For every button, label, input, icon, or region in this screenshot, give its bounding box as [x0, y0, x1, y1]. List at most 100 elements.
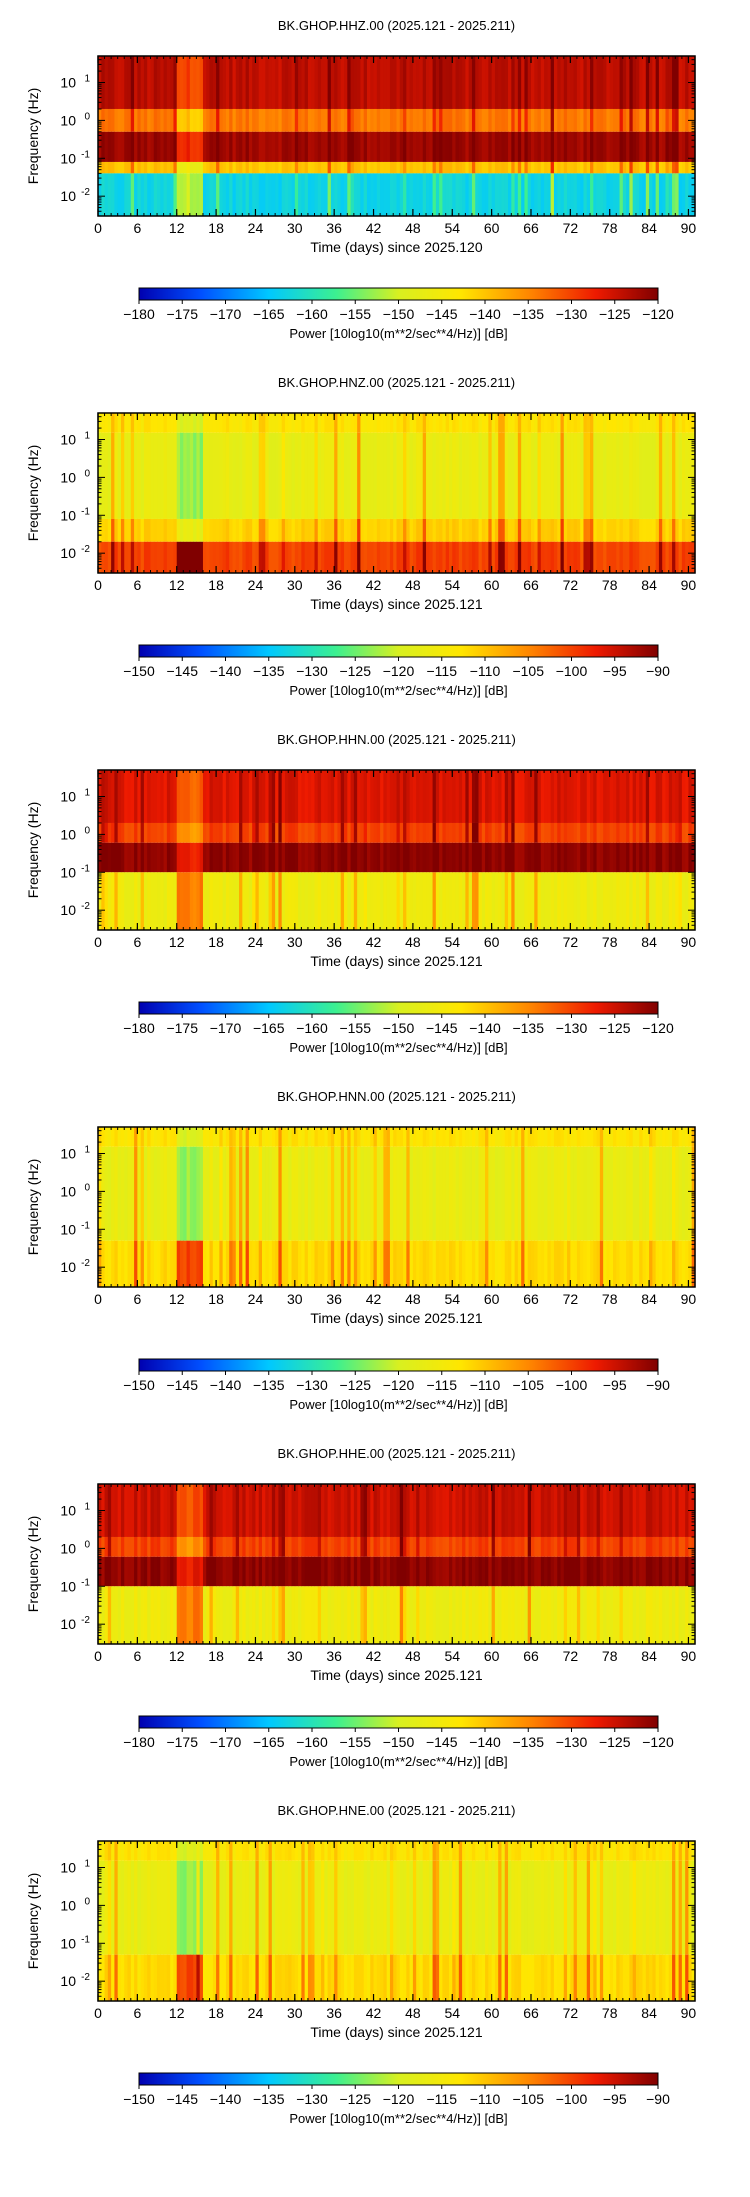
colorbar-tick-label: −135 [253, 663, 285, 679]
spectrogram-cell [626, 842, 630, 873]
spectrogram-cell [599, 161, 604, 174]
spectrogram-cell [573, 413, 578, 433]
spectrogram-cell [334, 1586, 339, 1644]
spectrogram-cell [685, 518, 690, 542]
spectrogram-cell [580, 1240, 585, 1287]
spectrogram-cell [396, 108, 401, 132]
spectrogram-cell [550, 842, 555, 873]
spectrogram-cell [524, 518, 529, 542]
x-tick-label: 18 [208, 1291, 224, 1307]
x-tick-label: 30 [287, 934, 303, 950]
spectrogram-cell [596, 173, 601, 216]
spectrogram-cell [494, 770, 499, 823]
spectrogram-cell [580, 432, 585, 519]
spectrogram-cell [216, 432, 220, 519]
spectrogram-cell [452, 822, 457, 843]
spectrogram-cell [275, 432, 280, 519]
spectrogram-cell [406, 1484, 411, 1537]
spectrogram-cell [202, 131, 207, 162]
spectrogram-cell [485, 842, 489, 873]
spectrogram-cell [530, 842, 535, 873]
spectrogram-cell [435, 842, 440, 873]
spectrogram-cell [452, 56, 457, 109]
spectrogram-cell [429, 1556, 434, 1587]
spectrogram-cell [206, 131, 211, 162]
y-tick-exponent: -1 [81, 863, 90, 874]
spectrogram-cell [229, 1146, 234, 1241]
spectrogram-cell [547, 842, 552, 873]
spectrogram-cell [681, 432, 686, 519]
spectrogram-cell [193, 131, 198, 162]
spectrogram-cell [616, 161, 621, 174]
spectrogram-cell [248, 770, 253, 823]
spectrogram-cell [314, 1240, 319, 1287]
spectrogram-cell [393, 1586, 398, 1644]
x-tick-label: 78 [602, 220, 618, 236]
spectrogram-cell [508, 1484, 512, 1537]
spectrogram-cell [599, 108, 604, 132]
spectrogram-cell [307, 1127, 312, 1147]
spectrogram-cell [429, 1146, 434, 1241]
spectrogram-cell [419, 842, 424, 873]
spectrogram-cell [134, 842, 138, 873]
spectrogram-cell [632, 1127, 637, 1147]
spectrogram-cell [389, 413, 394, 433]
spectrogram-cell [642, 161, 647, 174]
spectrogram-cell [596, 131, 601, 162]
colorbar-tick-label: −130 [556, 1020, 588, 1036]
spectrogram-cell [445, 518, 450, 542]
spectrogram-cell [229, 432, 234, 519]
x-tick-label: 60 [484, 577, 500, 593]
spectrogram-cell [445, 1146, 450, 1241]
spectrogram-cell [435, 1556, 440, 1587]
spectrogram-cell [311, 822, 316, 843]
spectrogram-cell [691, 432, 696, 519]
spectrogram-cell [363, 161, 368, 174]
spectrogram-cell [632, 770, 637, 823]
spectrogram-cell [675, 161, 680, 174]
spectrogram-cell [363, 1127, 368, 1147]
spectrogram-cell [209, 1240, 214, 1287]
y-tick-exponent: -1 [81, 1220, 90, 1231]
spectrogram-cell [517, 518, 522, 542]
spectrogram-cell [642, 432, 647, 519]
spectrogram-cell [170, 541, 175, 573]
spectrogram-cell [475, 161, 480, 174]
spectrogram-cell [432, 1586, 437, 1644]
spectrogram-cell [373, 56, 378, 109]
spectrogram-cell [330, 872, 335, 930]
spectrogram-cell [163, 518, 168, 542]
spectrogram-cell [612, 541, 617, 573]
spectrogram-cell [626, 872, 630, 930]
spectrogram-cell [668, 108, 673, 132]
spectrogram-cell [157, 770, 161, 823]
spectrogram-cell [311, 108, 316, 132]
spectrogram-cell [501, 1484, 506, 1537]
spectrogram-cell [150, 872, 155, 930]
spectrogram-cell [199, 518, 204, 542]
spectrogram-cell [629, 1484, 634, 1537]
spectrogram-cell [347, 161, 352, 174]
spectrogram-cell [452, 1240, 457, 1287]
spectrogram-cell [455, 1586, 460, 1644]
spectrogram-cell [380, 541, 384, 573]
spectrogram-cell [380, 173, 384, 216]
spectrogram-cell [199, 770, 204, 823]
spectrogram-cell [222, 770, 227, 823]
spectrogram-cell [239, 770, 243, 823]
spectrogram-cell [432, 1127, 437, 1147]
spectrogram-cell [229, 173, 234, 216]
spectrogram-cell [583, 1556, 588, 1587]
spectrogram-cell [298, 1127, 302, 1147]
spectrogram-cell [209, 518, 214, 542]
spectrogram-cell [104, 108, 109, 132]
spectrogram-cell [137, 1127, 142, 1147]
spectrogram-cell [642, 108, 647, 132]
colorbar-tick-label: −180 [123, 1020, 155, 1036]
spectrogram-cell [609, 541, 614, 573]
spectrogram-cell [668, 413, 673, 433]
spectrogram-cell [265, 822, 270, 843]
spectrogram-cell [688, 1240, 693, 1287]
spectrogram-cell [501, 1586, 506, 1644]
spectrogram-cell [104, 1586, 109, 1644]
